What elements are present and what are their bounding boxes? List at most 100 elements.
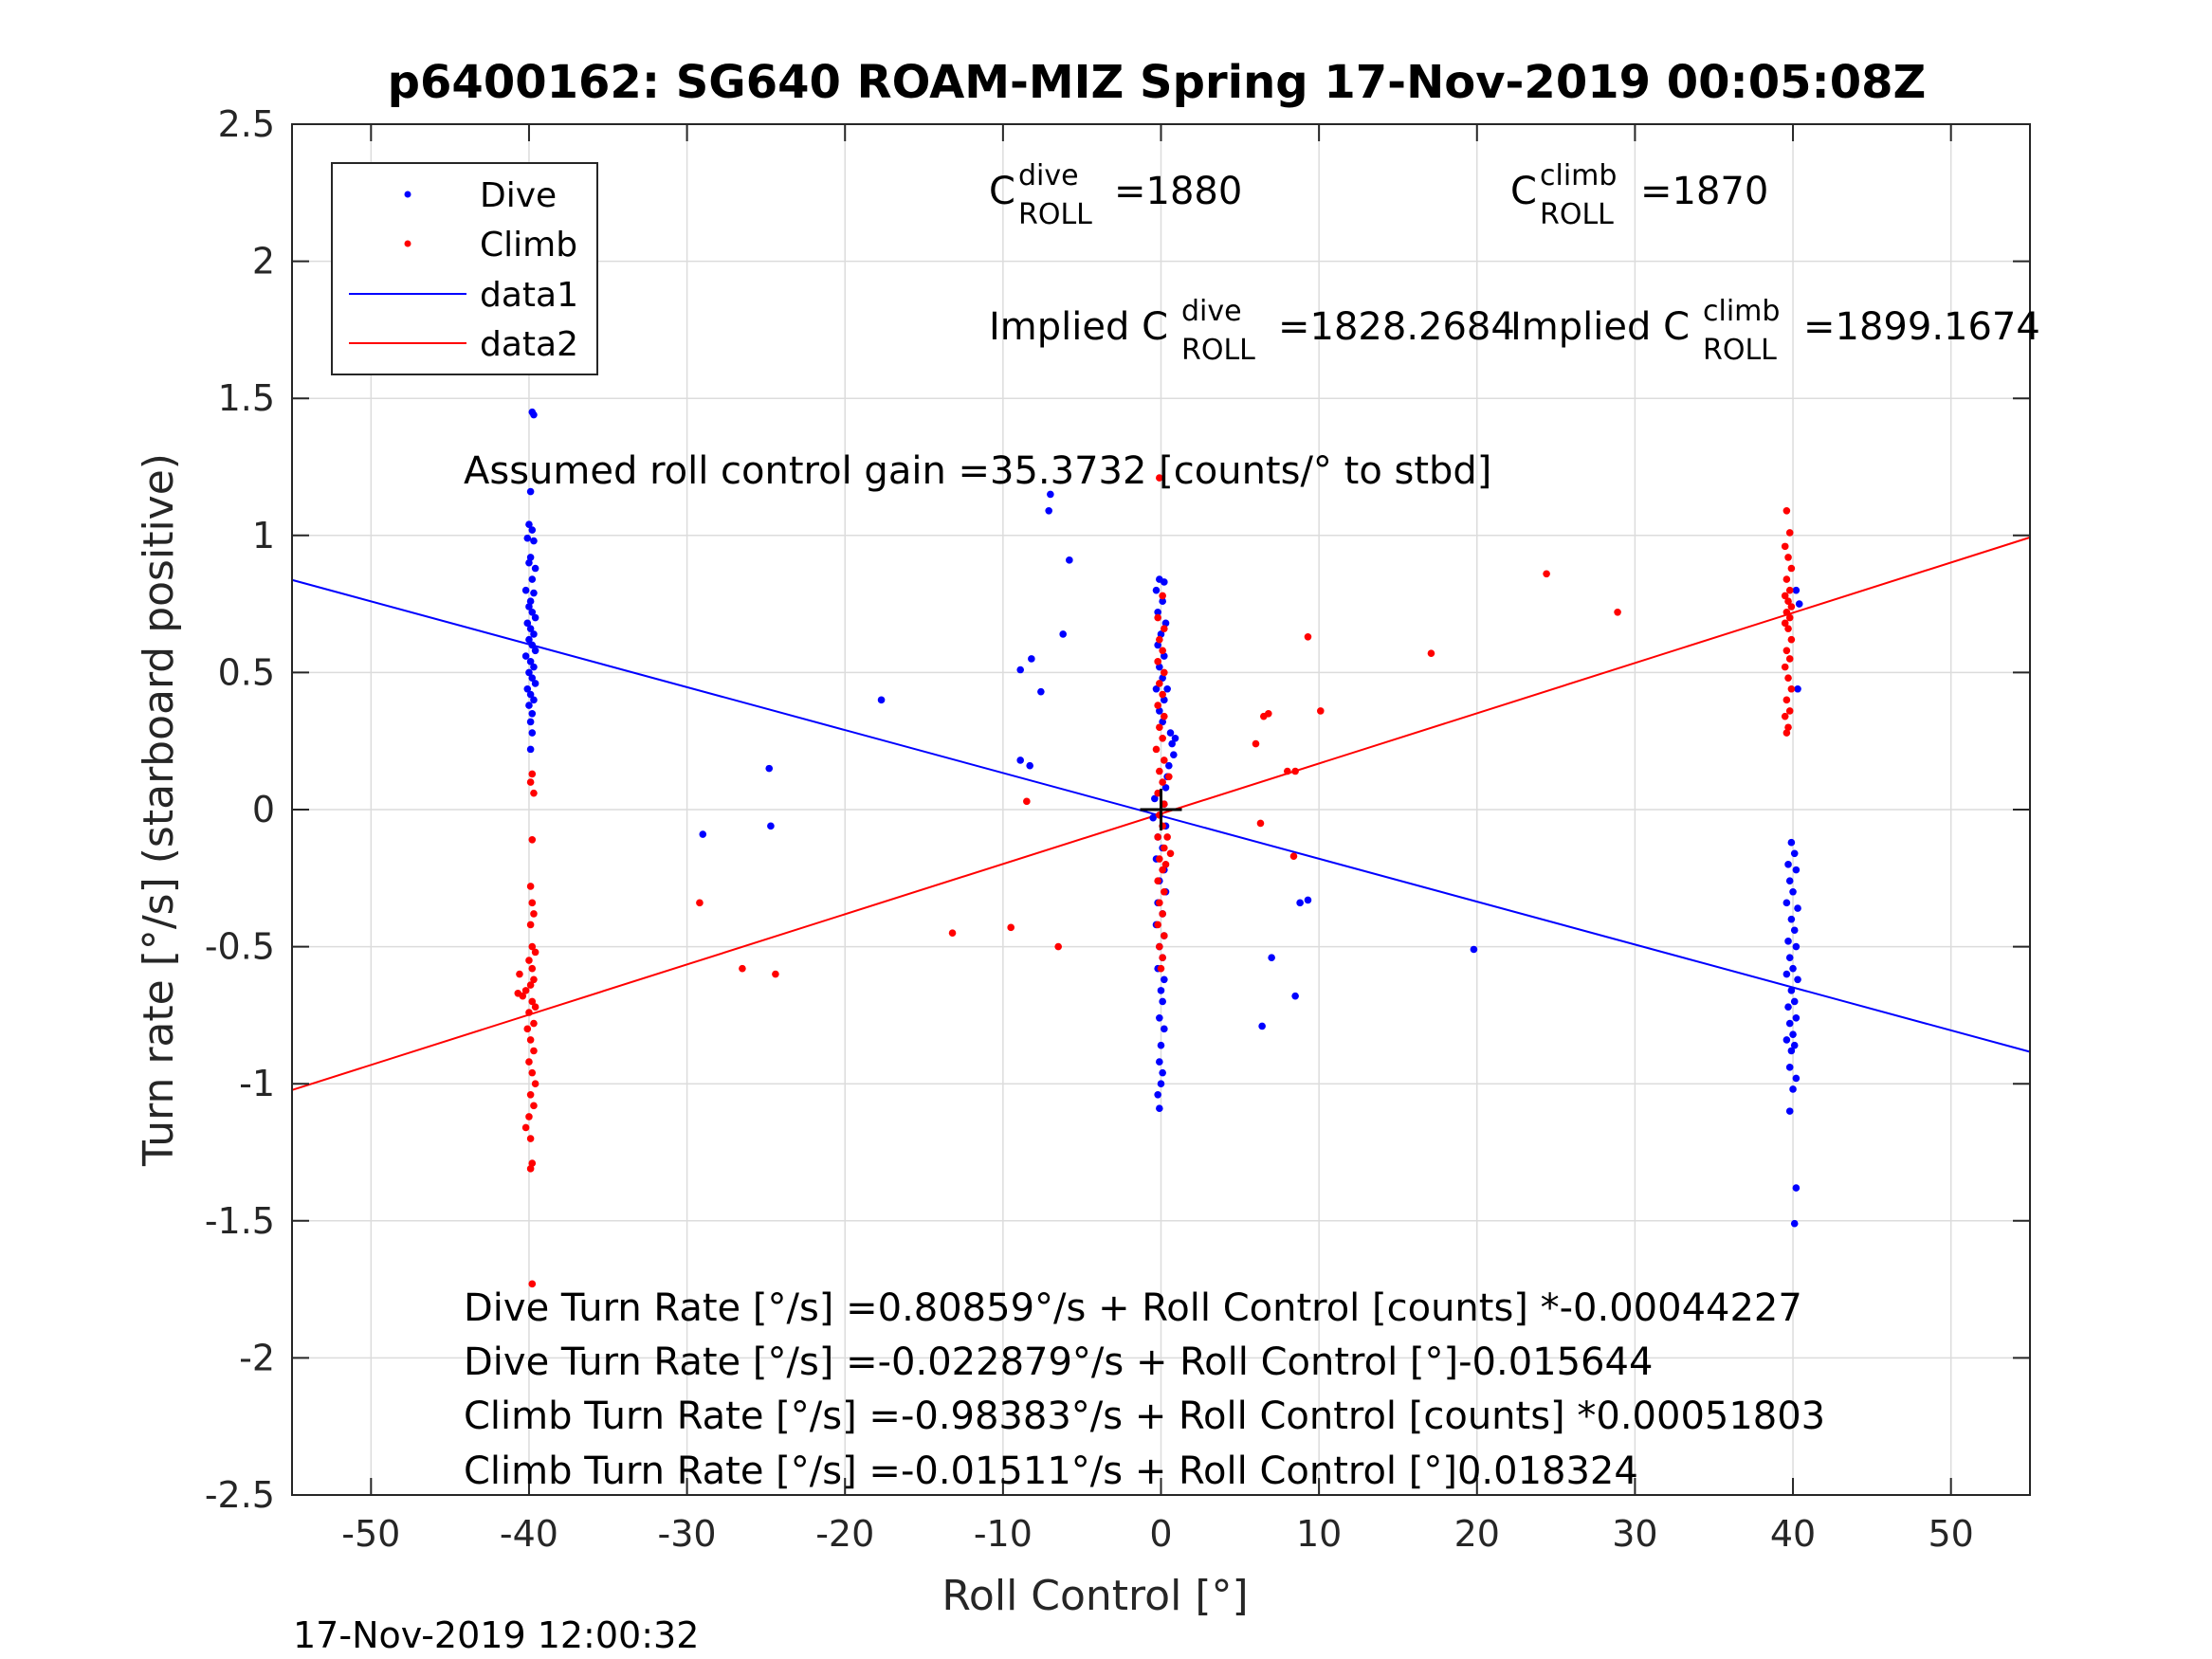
dive-point <box>1161 975 1168 984</box>
y-tick-label: 1 <box>252 515 275 556</box>
legend-label-climb: Climb <box>480 226 577 264</box>
y-tick-labels: -2.5 -2 -1.5 -1 -0.5 0 0.5 1 1.5 2 2.5 <box>205 103 275 1516</box>
climb-point <box>1784 597 1792 606</box>
climb-point <box>1284 767 1291 775</box>
climb-point <box>530 975 538 984</box>
dive-point <box>1790 849 1799 858</box>
dive-point <box>528 641 537 649</box>
dive-point <box>1787 838 1796 847</box>
climb-point <box>1614 608 1621 616</box>
dive-point <box>1171 735 1179 742</box>
dive-point <box>525 603 533 611</box>
x-tick-label: 50 <box>1929 1513 1974 1555</box>
dive-point <box>1066 556 1073 564</box>
axis-ticks <box>292 123 2030 1496</box>
dive-point <box>1787 987 1796 994</box>
climb-point <box>1291 767 1299 775</box>
climb-point <box>1785 529 1794 537</box>
dive-point <box>1782 899 1791 907</box>
timestamp: 17-Nov-2019 12:00:32 <box>293 1614 699 1656</box>
dive-point <box>1152 684 1161 693</box>
climb-point <box>1161 844 1168 852</box>
climb-point <box>531 1003 539 1012</box>
climb-point <box>528 899 537 907</box>
c-roll-climb-sup: climb <box>1540 159 1617 192</box>
climb-point <box>526 1036 535 1044</box>
climb-point <box>1161 932 1168 939</box>
climb-point <box>528 1159 537 1167</box>
dive-point <box>1159 1068 1166 1077</box>
dive-point <box>699 830 707 838</box>
dive-point <box>1792 942 1801 951</box>
climb-point <box>1156 767 1163 775</box>
dive-point <box>530 589 538 597</box>
climb-point <box>1154 877 1161 884</box>
dive-point <box>1304 896 1312 904</box>
climb-point <box>1782 729 1791 737</box>
dive-point <box>1789 964 1797 973</box>
climb-point <box>526 1090 535 1099</box>
climb-point <box>526 921 535 929</box>
climb-point <box>1159 910 1166 918</box>
climb-point <box>1156 680 1163 687</box>
dive-point <box>1790 997 1799 1006</box>
dive-point <box>1161 619 1170 628</box>
dive-point <box>526 487 535 496</box>
climb-point <box>1161 861 1170 868</box>
climb-point <box>1781 592 1789 600</box>
dive-point <box>1151 794 1159 803</box>
center-marker <box>1140 789 1182 830</box>
dive-point <box>1157 630 1165 638</box>
dive-point <box>531 613 539 622</box>
climb-point <box>1304 633 1312 641</box>
climb-point <box>530 789 538 797</box>
dive-point <box>765 764 774 773</box>
climb-point <box>948 929 957 937</box>
climb-point <box>1161 887 1168 896</box>
dive-point <box>521 586 530 594</box>
dive-point <box>526 554 535 561</box>
implied-dive-sub: ROLL <box>1181 334 1255 367</box>
climb-point <box>1007 923 1015 932</box>
legend-label-data1: data1 <box>480 276 578 315</box>
dive-point <box>1784 1003 1792 1012</box>
x-tick-label: -20 <box>815 1513 874 1555</box>
climb-point <box>1782 506 1791 515</box>
climb-point <box>526 883 535 890</box>
y-tick-label: -1.5 <box>205 1200 275 1242</box>
c-roll-climb-annotation: C climb ROLL =1870 <box>1510 159 1768 231</box>
dive-point <box>1159 597 1166 606</box>
dive-point <box>526 690 535 699</box>
dive-point <box>1159 674 1166 682</box>
implied-dive-sup: dive <box>1181 295 1242 328</box>
dive-point <box>1785 877 1794 884</box>
x-tick-label: 10 <box>1296 1513 1342 1555</box>
climb-point <box>1161 625 1168 632</box>
dive-point <box>531 564 539 573</box>
legend-marker-dive <box>404 191 411 198</box>
implied-climb-sup: climb <box>1703 295 1780 328</box>
climb-point <box>1156 474 1163 482</box>
climb-point <box>1159 954 1166 961</box>
c-roll-dive-base: C <box>989 170 1015 213</box>
climb-point <box>528 964 537 973</box>
climb-point <box>1427 649 1435 657</box>
dive-point <box>767 822 775 830</box>
legend-box <box>331 162 598 375</box>
climb-point <box>1156 635 1163 644</box>
c-roll-climb-sub: ROLL <box>1540 198 1614 231</box>
x-tick-label: 0 <box>1149 1513 1172 1555</box>
dive-point <box>523 684 532 693</box>
climb-point <box>1159 778 1166 786</box>
dive-point <box>1787 1047 1796 1055</box>
dive-point <box>530 410 538 419</box>
x-tick-label: -40 <box>500 1513 558 1555</box>
climb-point <box>1782 647 1791 655</box>
climb-point <box>528 997 537 1006</box>
dive-point <box>1785 1107 1794 1115</box>
dive-point <box>528 729 537 737</box>
climb-point <box>1784 674 1792 682</box>
dive-point <box>1794 684 1801 693</box>
climb-point <box>1787 684 1796 693</box>
dive-point <box>1166 729 1175 737</box>
